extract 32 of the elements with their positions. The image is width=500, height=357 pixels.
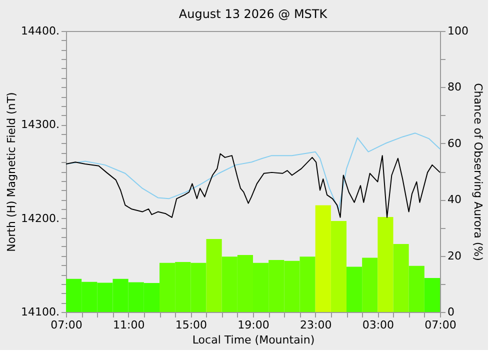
line-series — [66, 153, 440, 218]
y2-tick-label: 20 — [448, 249, 462, 262]
bar — [346, 266, 362, 312]
bar — [315, 205, 331, 312]
y-axis-title: North (H) Magnetic Field (nT) — [5, 92, 18, 252]
x-tick-label: 07:00 — [424, 318, 456, 332]
chart-title: August 13 2026 @ MSTK — [178, 7, 328, 21]
y-tick-label: 14100. — [21, 306, 60, 318]
bar — [362, 258, 378, 312]
x-tick-label: 03:00 — [362, 318, 394, 332]
y2-tick-label: 0 — [448, 306, 454, 318]
bar — [378, 217, 394, 312]
y2-axis-title: Chance of Observing Aurora (%) — [471, 83, 484, 261]
x-tick-label: 15:00 — [175, 318, 208, 332]
bar — [393, 244, 409, 312]
line-series — [66, 132, 440, 210]
bar — [206, 238, 222, 312]
bar — [408, 266, 424, 312]
y2-tick-label: 60 — [448, 136, 462, 150]
bar — [330, 220, 346, 312]
x-tick-label: 11:00 — [112, 318, 145, 332]
x-tick-label: 19:00 — [238, 318, 270, 332]
x-tick-label: 07:00 — [50, 318, 82, 332]
y2-tick-label: 40 — [448, 193, 462, 206]
bar — [424, 278, 440, 312]
y-tick-label: 14200. — [21, 212, 60, 225]
y-tick-label: 14300. — [21, 118, 60, 132]
y2-tick-label: 100 — [448, 24, 468, 38]
x-tick-label: 23:00 — [300, 318, 332, 332]
x-axis-title: Local Time (Mountain) — [192, 334, 315, 346]
y2-tick-label: 80 — [448, 80, 462, 94]
y-tick-label: 14400. — [21, 24, 60, 38]
